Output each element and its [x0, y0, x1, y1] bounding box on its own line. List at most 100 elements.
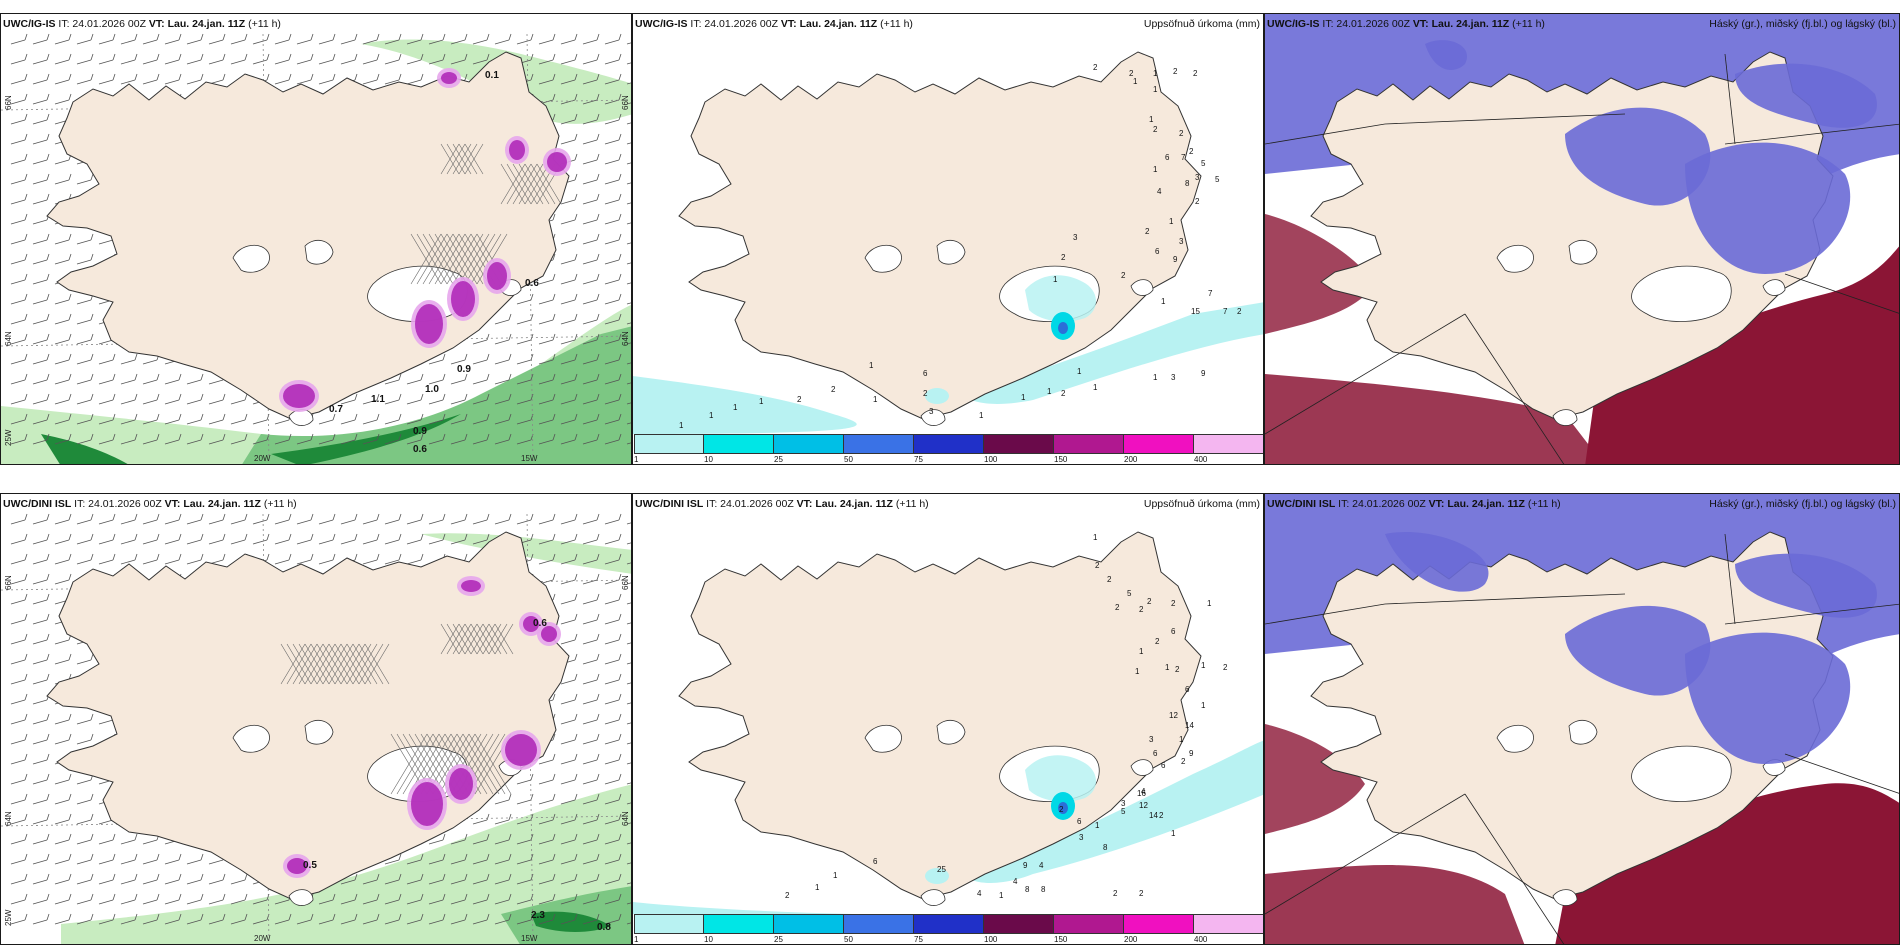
precip-label: 1.1 [371, 394, 385, 405]
colorbar-label: 50 [844, 455, 853, 464]
wind-barb [54, 659, 70, 665]
model-name: UWC/DINI ISL [635, 498, 704, 510]
lon-label-20w: 20W [254, 934, 271, 943]
wind-barb-feather [552, 413, 556, 421]
wind-barb-feather [574, 793, 578, 801]
wind-barb [318, 79, 334, 85]
wind-barb [560, 719, 576, 725]
wind-barb-feather [288, 433, 292, 441]
wind-barb-feather [134, 433, 138, 441]
wind-barb [406, 59, 422, 65]
wind-barb-feather [574, 233, 578, 241]
wind-barb [274, 559, 290, 565]
wind-barb [186, 39, 202, 45]
wind-barb-feather [552, 513, 556, 521]
wind-barb-feather [574, 733, 578, 741]
wind-barb [142, 79, 158, 85]
wind-barb-feather [420, 73, 424, 81]
wind-barb [54, 839, 70, 845]
wind-barb [274, 919, 290, 925]
wind-barb [98, 399, 114, 405]
precip-amount-label: 1 [815, 883, 820, 892]
wind-barb-feather [112, 853, 116, 861]
precip-amount-label: 2 [1171, 599, 1176, 608]
wind-barb-feather [596, 753, 600, 761]
precip-amount-label: 1 [1153, 69, 1158, 78]
wind-barb-feather [24, 153, 28, 161]
wind-barb-feather [508, 873, 512, 881]
wind-barb-feather [222, 73, 226, 81]
wind-barb-feather [24, 553, 28, 561]
wind-barb-feather [398, 913, 402, 921]
wind-barb-feather [68, 833, 72, 841]
wind-barb [560, 119, 576, 125]
wind-barb [186, 899, 202, 905]
wind-barb-feather [156, 553, 160, 561]
wind-barb [516, 339, 532, 345]
wind-barb [208, 879, 224, 885]
wind-barb [384, 559, 400, 565]
wind-barb [604, 179, 620, 185]
wind-barb-feather [68, 33, 72, 41]
wind-barb [252, 39, 268, 45]
wind-barb-feather [618, 693, 622, 701]
wind-barb-feather [596, 733, 600, 741]
wind-barb [120, 439, 136, 445]
wind-barb-feather [596, 133, 600, 141]
wind-barb-feather [222, 433, 226, 441]
wind-barb-feather [354, 893, 358, 901]
wind-barb [186, 539, 202, 545]
wind-barb-feather [90, 733, 94, 741]
wind-barb [406, 79, 422, 85]
wind-barb-feather [24, 73, 28, 81]
wind-barb-feather [530, 373, 534, 381]
model-name: UWC/IG-IS [1267, 18, 1320, 30]
wind-barb-feather [486, 353, 490, 361]
wind-barb [142, 39, 158, 45]
wind-barb-feather [574, 373, 578, 381]
wind-barb-feather [552, 313, 556, 321]
wind-barb-feather [68, 873, 72, 881]
wind-barb [32, 379, 48, 385]
wind-barb-feather [24, 393, 28, 401]
wind-barb-feather [376, 53, 380, 61]
wind-barb [626, 262, 631, 265]
wind-barb-feather [574, 133, 578, 141]
wind-barb [538, 419, 554, 425]
wind-barb-feather [222, 873, 226, 881]
wind-barb-feather [354, 533, 358, 541]
wind-barb [340, 539, 356, 545]
wind-barb [560, 39, 576, 45]
wind-barb [494, 379, 510, 385]
wind-barb [560, 639, 576, 645]
colorbar-swatch: 25 [774, 434, 844, 464]
wind-barb [384, 519, 400, 525]
wind-barb [538, 919, 554, 925]
wind-barb-feather [464, 413, 468, 421]
wind-barb-feather [486, 853, 490, 861]
wind-barb [252, 439, 268, 445]
wind-barb [516, 799, 532, 805]
wind-barb [32, 159, 48, 165]
wind-barb [318, 539, 334, 545]
wind-barb-feather [112, 913, 116, 921]
wind-barb [318, 439, 334, 445]
wind-barb [560, 439, 576, 445]
wind-barb-feather [574, 613, 578, 621]
wind-barb-feather [90, 913, 94, 921]
wind-barb [318, 39, 334, 45]
wind-barb-feather [310, 913, 314, 921]
wind-barb-feather [376, 873, 380, 881]
wind-barb-feather [46, 533, 50, 541]
wind-barb-feather [596, 553, 600, 561]
wind-barb [472, 59, 488, 65]
wind-barb [54, 579, 70, 585]
wind-barb [362, 559, 378, 565]
wind-barb-feather [376, 33, 380, 41]
high-cloud-patch-4 [1425, 40, 1467, 70]
glacier-1 [232, 725, 270, 753]
wind-barb [604, 319, 620, 325]
wind-barb-feather [288, 533, 292, 541]
wind-barb-feather [398, 73, 402, 81]
wind-barb-feather [552, 593, 556, 601]
